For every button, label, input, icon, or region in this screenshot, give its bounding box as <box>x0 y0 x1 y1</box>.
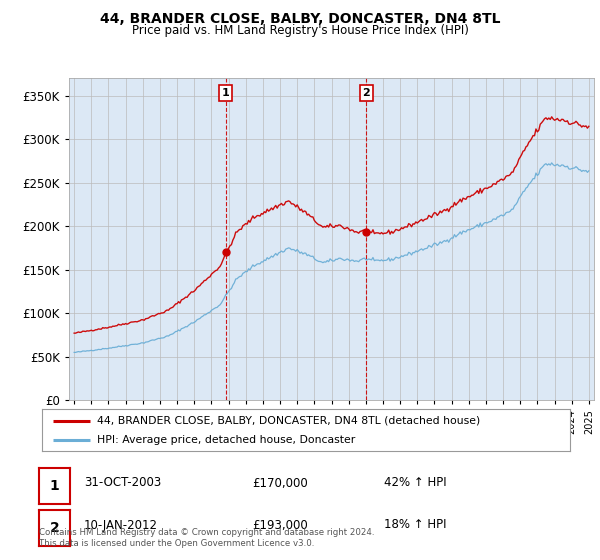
Text: £170,000: £170,000 <box>252 477 308 489</box>
Text: 18% ↑ HPI: 18% ↑ HPI <box>384 519 446 531</box>
Text: 31-OCT-2003: 31-OCT-2003 <box>84 477 161 489</box>
Text: Price paid vs. HM Land Registry's House Price Index (HPI): Price paid vs. HM Land Registry's House … <box>131 24 469 36</box>
Text: 42% ↑ HPI: 42% ↑ HPI <box>384 477 446 489</box>
Text: 44, BRANDER CLOSE, BALBY, DONCASTER, DN4 8TL: 44, BRANDER CLOSE, BALBY, DONCASTER, DN4… <box>100 12 500 26</box>
Text: £193,000: £193,000 <box>252 519 308 531</box>
Text: 1: 1 <box>222 88 230 98</box>
Text: 2: 2 <box>362 88 370 98</box>
Text: 10-JAN-2012: 10-JAN-2012 <box>84 519 158 531</box>
Text: Contains HM Land Registry data © Crown copyright and database right 2024.
This d: Contains HM Land Registry data © Crown c… <box>39 528 374 548</box>
Text: 2: 2 <box>50 521 59 535</box>
Text: 1: 1 <box>50 479 59 493</box>
Text: 44, BRANDER CLOSE, BALBY, DONCASTER, DN4 8TL (detached house): 44, BRANDER CLOSE, BALBY, DONCASTER, DN4… <box>97 416 481 426</box>
Text: HPI: Average price, detached house, Doncaster: HPI: Average price, detached house, Donc… <box>97 435 356 445</box>
